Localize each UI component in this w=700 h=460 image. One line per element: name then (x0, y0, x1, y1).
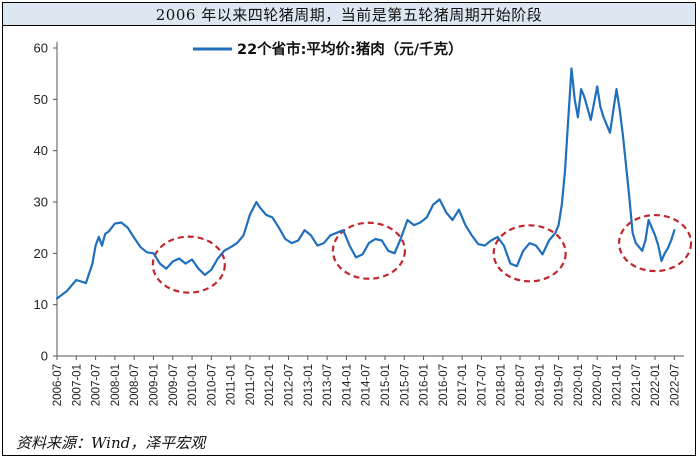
y-tick-label: 50 (34, 92, 48, 107)
cycle-bottom-ellipse (151, 235, 226, 294)
x-tick-label: 2017-07 (476, 364, 488, 406)
x-tick-label: 2009-01 (148, 364, 160, 406)
x-tick-label: 2015-07 (399, 364, 411, 406)
x-tick-label: 2019-07 (554, 364, 566, 406)
y-tick-label: 0 (41, 349, 48, 364)
y-tick-label: 20 (34, 246, 48, 261)
cycle-bottom-ellipse (617, 213, 693, 273)
x-tick-label: 2021-07 (631, 364, 643, 406)
x-tick-label: 2017-01 (457, 364, 469, 406)
x-tick-label: 2011-01 (226, 364, 238, 405)
x-tick-label: 2019-01 (534, 364, 546, 406)
chart-frame (2, 2, 696, 456)
x-tick-label: 2010-01 (187, 364, 199, 406)
x-tick-label: 2006-07 (52, 364, 64, 406)
y-tick-label: 60 (34, 41, 48, 56)
x-tick-label: 2014-07 (361, 364, 373, 406)
x-tick-label: 2009-07 (168, 364, 180, 406)
x-tick-label: 2015-01 (380, 364, 392, 406)
x-tick-label: 2022-07 (669, 364, 681, 406)
x-tick-label: 2008-01 (110, 364, 122, 406)
series (55, 67, 676, 300)
cycle-bottom-ellipse (492, 224, 567, 283)
axes: 0 10 20 30 40 50 60 2006-07 2007-01 2007-07 2008-0… (34, 41, 684, 406)
x-tick-label: 2016-07 (438, 364, 450, 406)
x-tick-label: 2016-01 (419, 364, 431, 406)
x-tick-label: 2010-07 (206, 364, 218, 406)
cycle-bottom-ellipse (331, 221, 406, 280)
x-tick-label: 2008-07 (129, 364, 141, 406)
legend-label: 22个省市:平均价:猪肉（元/千克） (237, 40, 463, 58)
x-tick-label: 2011-07 (245, 364, 257, 405)
x-tick-label: 2020-07 (592, 364, 604, 406)
legend: 22个省市:平均价:猪肉（元/千克） (193, 40, 463, 58)
annotations (151, 213, 693, 294)
y-tick-label: 40 (34, 143, 48, 158)
x-tick-label: 2020-01 (573, 364, 585, 406)
x-tick-label: 2012-01 (264, 364, 276, 406)
title-bar: 2006 年以来四轮猪周期，当前是第五轮猪周期开始阶段 (3, 3, 695, 26)
x-tick-label: 2022-01 (650, 364, 662, 406)
x-tick-label: 2013-07 (322, 364, 334, 406)
x-tick-label: 2013-01 (303, 364, 315, 406)
x-tick-label: 2018-07 (515, 364, 527, 406)
y-tick-label: 30 (34, 195, 48, 210)
x-tick-label: 2018-01 (496, 364, 508, 406)
x-tick-label: 2014-01 (341, 364, 353, 406)
x-tick-label: 2007-01 (71, 364, 83, 406)
y-tick-label: 10 (34, 297, 48, 312)
x-tick-label: 2007-07 (91, 364, 103, 406)
x-tick-label: 2021-01 (611, 364, 623, 406)
source-note: 资料来源：Wind，泽平宏观 (16, 434, 206, 452)
chart-title: 2006 年以来四轮猪周期，当前是第五轮猪周期开始阶段 (155, 5, 543, 24)
x-tick-label: 2012-07 (284, 364, 296, 406)
series-line-pork-price (55, 67, 676, 300)
